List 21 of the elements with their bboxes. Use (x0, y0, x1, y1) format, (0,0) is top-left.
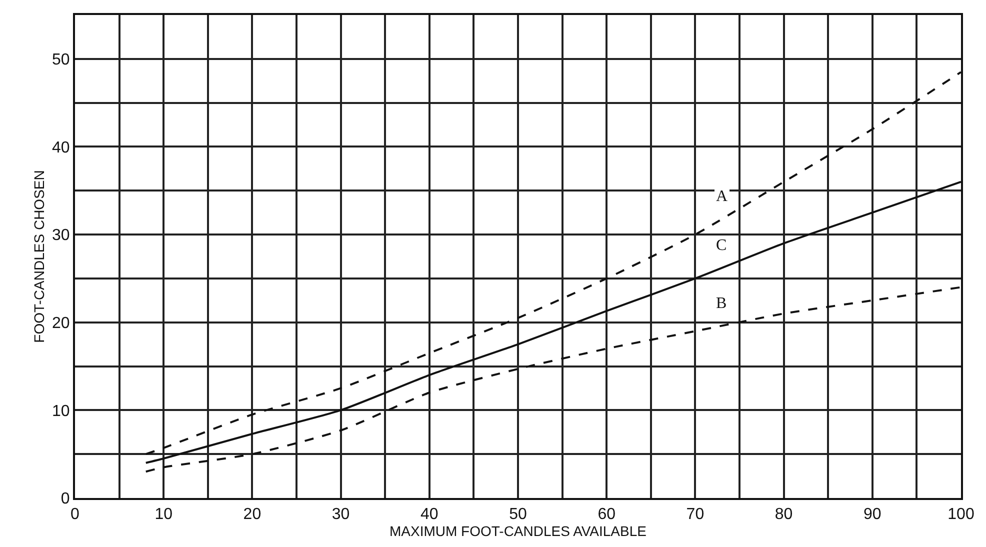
x-tick-label: 50 (509, 506, 527, 524)
x-tick-label: 100 (948, 506, 974, 524)
x-tick-label: 90 (864, 506, 882, 524)
series-label: A (716, 188, 728, 205)
y-tick-label: 50 (52, 52, 70, 69)
x-tick-label: 10 (154, 506, 173, 524)
x-tick-label: 30 (332, 506, 350, 524)
y-tick-label: 40 (52, 139, 70, 156)
y-tick-label: 0 (60, 490, 70, 508)
x-tick-label: 80 (774, 506, 793, 524)
series-label: C (716, 237, 727, 254)
x-axis-title: MAXIMUM FOOT-CANDLES AVAILABLE (390, 523, 646, 540)
y-tick-label: 30 (52, 227, 70, 244)
x-tick-label: 40 (420, 506, 438, 524)
y-axis-title: FOOT-CANDLES CHOSEN (31, 170, 48, 343)
x-tick-label: 70 (686, 506, 704, 524)
series-label: B (716, 295, 727, 312)
y-tick-label: 10 (52, 402, 70, 420)
x-tick-label: 20 (243, 506, 262, 524)
y-tick-label: 20 (52, 314, 70, 332)
x-tick-label: 60 (598, 506, 616, 524)
